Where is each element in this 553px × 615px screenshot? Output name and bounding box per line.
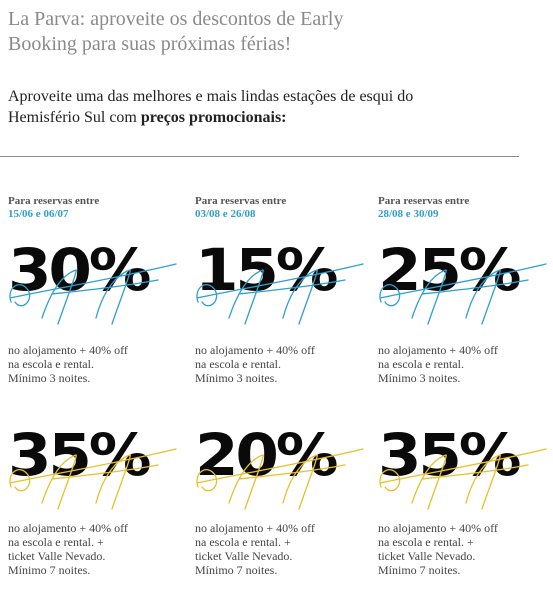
offer-card-top-1: Para reservas entre 15/06 e 06/07 30% no… bbox=[8, 195, 183, 385]
off-script-graphic bbox=[196, 263, 364, 325]
offer-desc-line: Mínimo 7 noites. bbox=[8, 563, 91, 577]
offer-desc-line: no alojamento + 40% off bbox=[195, 521, 315, 535]
offer-desc-line: na escola e rental. bbox=[195, 357, 281, 371]
offer-dates: 03/08 e 26/08 bbox=[195, 208, 256, 220]
discount-percent: 25% bbox=[378, 236, 521, 304]
off-script-graphic bbox=[379, 448, 547, 510]
offer-desc-line: ticket Valle Nevado. bbox=[8, 549, 106, 563]
offer-card-bottom-3: 35% no alojamento + 40% off na escola e … bbox=[378, 425, 553, 615]
offer-card-top-2: Para reservas entre 03/08 e 26/08 15% no… bbox=[195, 195, 370, 385]
offer-description: no alojamento + 40% off na escola e rent… bbox=[195, 343, 370, 385]
discount-percent: 30% bbox=[8, 236, 151, 304]
offer-desc-line: na escola e rental. + bbox=[378, 535, 474, 549]
offer-desc-line: no alojamento + 40% off bbox=[8, 343, 128, 357]
offer-dates: 15/06 e 06/07 bbox=[8, 208, 69, 220]
off-script-stroke bbox=[379, 448, 547, 510]
offer-desc-line: ticket Valle Nevado. bbox=[195, 549, 293, 563]
off-script-stroke bbox=[379, 263, 547, 325]
title-line-2: Booking para suas próximas férias! bbox=[8, 33, 292, 55]
intro-bold-phrase: preços promocionais: bbox=[140, 109, 287, 126]
discount-graphic: 20% bbox=[195, 421, 370, 510]
discount-graphic: 35% bbox=[8, 421, 183, 510]
offer-desc-line: na escola e rental. bbox=[378, 357, 464, 371]
offer-desc-line: Mínimo 7 noites. bbox=[195, 563, 278, 577]
discount-graphic: 35% bbox=[378, 421, 553, 510]
offer-desc-line: no alojamento + 40% off bbox=[378, 343, 498, 357]
discount-percent: 35% bbox=[8, 421, 151, 489]
offer-description: no alojamento + 40% off na escola e rent… bbox=[195, 521, 370, 577]
offer-card-top-3: Para reservas entre 28/08 e 30/09 25% no… bbox=[378, 195, 553, 385]
offer-desc-line: no alojamento + 40% off bbox=[378, 521, 498, 535]
title-line-1: La Parva: aproveite os descontos de Earl… bbox=[8, 8, 344, 30]
discount-graphic: 15% bbox=[195, 236, 370, 325]
off-script-stroke bbox=[196, 448, 364, 510]
offer-desc-line: Mínimo 3 noites. bbox=[195, 371, 278, 385]
off-script-stroke bbox=[196, 263, 364, 325]
offer-desc-line: no alojamento + 40% off bbox=[195, 343, 315, 357]
offer-desc-line: Mínimo 3 noites. bbox=[8, 371, 91, 385]
divider bbox=[0, 156, 519, 157]
offer-description: no alojamento + 40% off na escola e rent… bbox=[8, 343, 183, 385]
offer-desc-line: Mínimo 7 noites. bbox=[378, 563, 461, 577]
page-title: La Parva: aproveite os descontos de Earl… bbox=[8, 7, 548, 57]
offer-card-bottom-1: 35% no alojamento + 40% off na escola e … bbox=[8, 425, 183, 615]
offer-description: no alojamento + 40% off na escola e rent… bbox=[378, 343, 553, 385]
discount-percent: 35% bbox=[378, 421, 521, 489]
discount-percent: 15% bbox=[195, 236, 338, 304]
offer-desc-line: na escola e rental. bbox=[8, 357, 94, 371]
offer-label: Para reservas entre bbox=[378, 195, 470, 207]
offer-desc-line: na escola e rental. + bbox=[8, 535, 104, 549]
off-script-graphic bbox=[196, 448, 364, 510]
intro-line-1: Aproveite uma das melhores e mais lindas… bbox=[8, 88, 414, 105]
intro-text: Aproveite uma das melhores e mais lindas… bbox=[8, 86, 548, 128]
offer-desc-line: na escola e rental. + bbox=[195, 535, 291, 549]
off-script-graphic bbox=[9, 263, 177, 325]
discount-percent: 20% bbox=[195, 421, 338, 489]
off-script-stroke bbox=[9, 263, 177, 325]
off-script-graphic bbox=[9, 448, 177, 510]
offer-card-bottom-2: 20% no alojamento + 40% off na escola e … bbox=[195, 425, 370, 615]
intro-line-2: Hemisfério Sul com bbox=[8, 109, 141, 126]
offer-label: Para reservas entre bbox=[8, 195, 100, 207]
offer-desc-line: ticket Valle Nevado. bbox=[378, 549, 476, 563]
offer-label: Para reservas entre bbox=[195, 195, 287, 207]
offer-desc-line: no alojamento + 40% off bbox=[8, 521, 128, 535]
discount-graphic: 30% bbox=[8, 236, 183, 325]
offer-dates: 28/08 e 30/09 bbox=[378, 208, 439, 220]
offer-description: no alojamento + 40% off na escola e rent… bbox=[8, 521, 183, 577]
discount-graphic: 25% bbox=[378, 236, 553, 325]
offer-description: no alojamento + 40% off na escola e rent… bbox=[378, 521, 553, 577]
off-script-stroke bbox=[9, 448, 177, 510]
offer-desc-line: Mínimo 3 noites. bbox=[378, 371, 461, 385]
off-script-graphic bbox=[379, 263, 547, 325]
